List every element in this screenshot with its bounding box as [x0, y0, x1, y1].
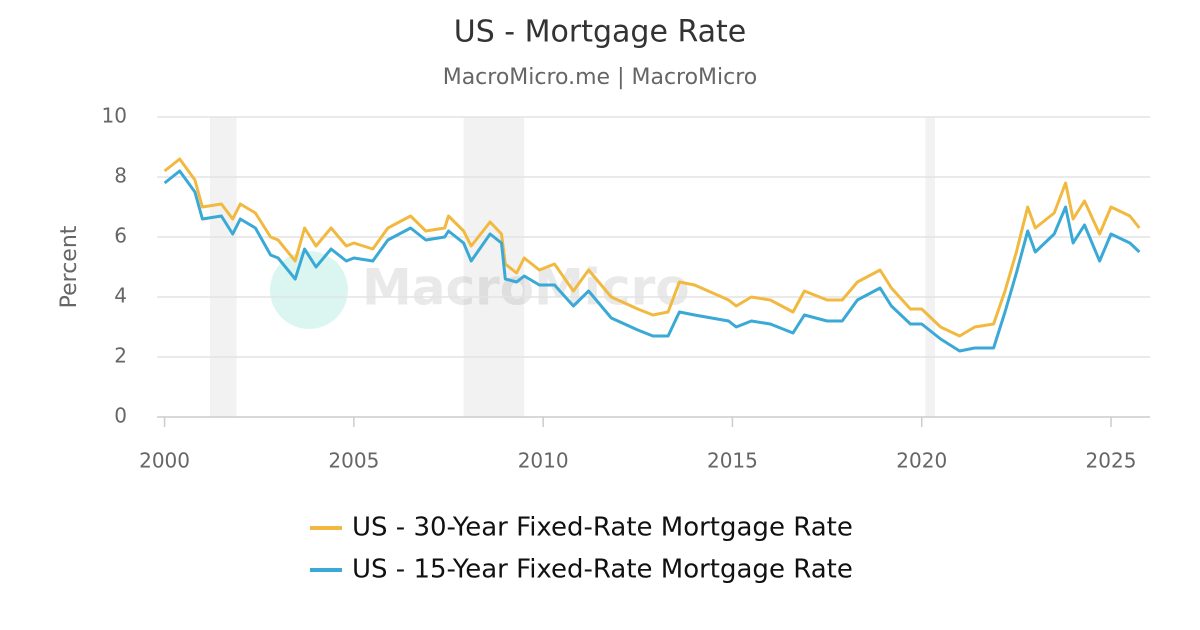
y-tick-label: 6: [114, 224, 127, 248]
chart-subtitle: MacroMicro.me | MacroMicro: [443, 65, 758, 90]
legend-label: US - 30-Year Fixed-Rate Mortgage Rate: [352, 513, 853, 543]
x-tick-label: 2010: [518, 449, 569, 473]
x-tick-label: 2015: [707, 449, 758, 473]
watermark: MacroMicro: [270, 251, 690, 329]
line-series: [163, 157, 1141, 338]
x-tick-label: 2020: [896, 449, 947, 473]
y-axis-label: Percent: [57, 225, 82, 308]
chart-title: US - Mortgage Rate: [454, 15, 747, 50]
y-tick-label: 4: [114, 284, 127, 308]
recession-band: [925, 117, 935, 417]
y-tick-label: 0: [114, 404, 127, 428]
x-tick-label: 2000: [139, 449, 190, 473]
y-tick-label: 10: [102, 104, 127, 128]
x-tick-label: 2005: [328, 449, 379, 473]
line-series: [163, 169, 1141, 353]
legend-label: US - 15-Year Fixed-Rate Mortgage Rate: [352, 555, 853, 585]
recession-band: [463, 117, 525, 417]
x-tick-label: 2025: [1086, 449, 1137, 473]
y-tick-label: 2: [114, 344, 127, 368]
y-tick-label: 8: [114, 164, 127, 188]
recession-band: [210, 117, 237, 417]
watermark-text: MacroMicro: [362, 259, 690, 317]
